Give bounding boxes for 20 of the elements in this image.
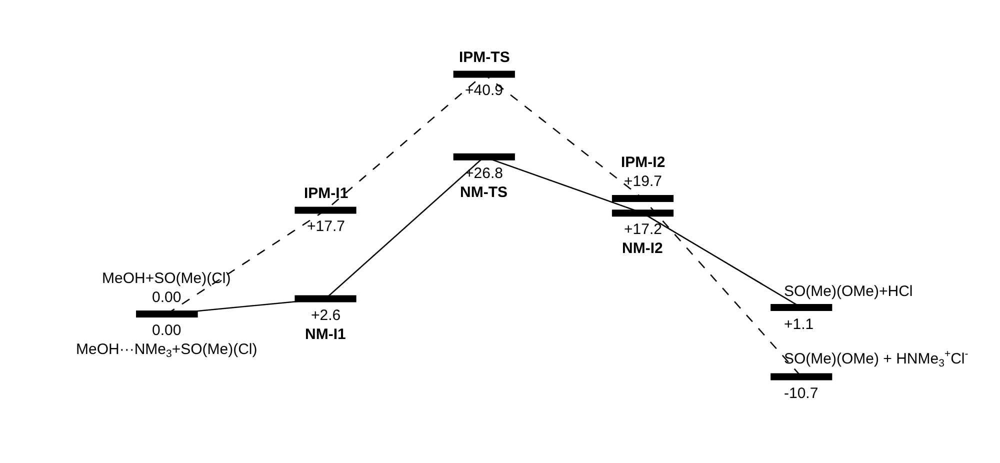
data-label: +1.1	[784, 316, 814, 333]
text: IPM-TS	[459, 49, 510, 66]
annotation: NM-TS	[460, 184, 508, 201]
annotation: SO(Me)(OMe) + HNMe$_{3}$$^{+}$Cl$^{-}$	[784, 348, 969, 370]
annotation: SO(Me)(OMe)+HCl	[784, 283, 913, 300]
data-label: +40.9	[465, 82, 503, 99]
data-label: +19.7	[624, 173, 662, 190]
data-label: +17.2	[624, 221, 662, 238]
data-label: -10.7	[784, 385, 818, 402]
data-label: 0.00	[152, 322, 182, 339]
annotation: MeOH+SO(Me)(Cl)	[102, 270, 231, 287]
data-label: +17.7	[307, 218, 345, 235]
data-label: 0.00	[152, 289, 182, 306]
data-label: +2.6	[311, 307, 341, 324]
data-label: +26.8	[465, 165, 503, 182]
annotation: NM-I2	[622, 240, 663, 257]
annotation: IPM-I2	[621, 154, 666, 171]
annotation: IPM-I1	[304, 185, 348, 202]
annotation: MeOH···NMe$_{3}$+SO(Me)(Cl)	[76, 341, 258, 360]
annotation: NM-I1	[305, 326, 346, 343]
